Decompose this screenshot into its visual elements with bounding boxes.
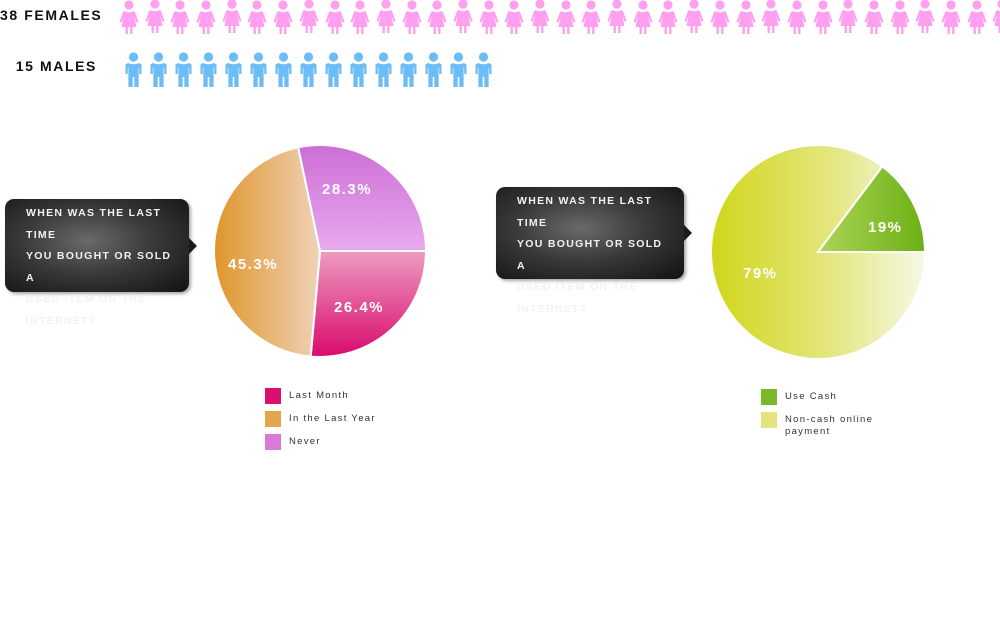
slice-label-last-year: 45.3% bbox=[228, 256, 278, 273]
females-label: 38 FEMALES bbox=[0, 7, 103, 23]
males-label: 15 MALES bbox=[15, 58, 97, 74]
legend-item-never: Never bbox=[265, 434, 376, 450]
male-person-icon bbox=[250, 52, 267, 87]
question-line: WHEN WAS THE LAST TIME bbox=[517, 195, 653, 229]
female-person-icon bbox=[222, 0, 242, 33]
female-person-icon bbox=[941, 0, 961, 34]
male-person-icon bbox=[425, 52, 442, 87]
pie-slices bbox=[711, 144, 927, 360]
question-bubble-1: WHEN WAS THE LAST TIME YOU BOUGHT OR SOL… bbox=[5, 199, 197, 327]
male-person-icon bbox=[325, 52, 342, 87]
female-person-icon bbox=[684, 0, 704, 33]
male-person-icon bbox=[225, 52, 242, 87]
male-person-icon bbox=[300, 52, 317, 87]
female-person-icon bbox=[736, 0, 755, 34]
female-person-icon bbox=[967, 0, 987, 34]
female-person-icon bbox=[504, 0, 524, 34]
female-person-icon bbox=[761, 0, 781, 33]
bubble-tail bbox=[189, 237, 197, 254]
question-line: USED ITEM ON THE bbox=[517, 281, 638, 293]
female-person-icon bbox=[813, 0, 833, 34]
swatch-use-cash bbox=[761, 389, 777, 405]
slice-never bbox=[296, 144, 428, 252]
slice-label-last-month: 26.4% bbox=[334, 299, 384, 316]
pie-slices bbox=[213, 144, 428, 358]
female-person-icon bbox=[196, 0, 216, 34]
male-person-icon bbox=[400, 52, 417, 87]
legend-item-non-cash: Non-cash online payment bbox=[761, 412, 873, 438]
male-person-icon bbox=[350, 52, 367, 87]
male-person-icon bbox=[275, 52, 292, 87]
male-person-icon bbox=[200, 52, 217, 87]
swatch-last-year bbox=[265, 411, 281, 427]
female-person-icon bbox=[325, 0, 344, 34]
pie-chart-payment-method: 19% 79% bbox=[711, 144, 927, 360]
legend-item-use-cash: Use Cash bbox=[761, 389, 873, 405]
slice-last-month bbox=[309, 250, 428, 358]
legend-1: Last Month In the Last Year Never bbox=[265, 388, 376, 457]
female-person-icon bbox=[453, 0, 473, 33]
slice-label-non-cash: 79% bbox=[743, 265, 778, 282]
female-person-icon bbox=[350, 0, 370, 34]
male-person-icon bbox=[450, 52, 467, 87]
female-person-icon bbox=[556, 0, 576, 34]
female-person-icon bbox=[273, 0, 293, 34]
female-person-icon bbox=[992, 0, 1000, 33]
female-person-icon bbox=[710, 0, 730, 34]
female-person-icon bbox=[247, 0, 267, 34]
question-line: WHEN WAS THE LAST TIME bbox=[26, 207, 162, 241]
legend-item-last-year: In the Last Year bbox=[265, 411, 376, 427]
female-person-icon bbox=[915, 0, 935, 33]
male-person-icon bbox=[475, 52, 492, 87]
swatch-never bbox=[265, 434, 281, 450]
female-person-icon bbox=[479, 0, 499, 34]
female-person-icon bbox=[658, 0, 678, 34]
female-person-icon bbox=[607, 0, 627, 33]
slice-use-cash bbox=[815, 165, 927, 253]
pie-chart-last-transaction: 28.3% 45.3% 26.4% bbox=[213, 144, 428, 358]
male-person-icon bbox=[375, 52, 392, 87]
legend-item-last-month: Last Month bbox=[265, 388, 376, 404]
slice-label-use-cash: 19% bbox=[868, 219, 903, 236]
slice-label-never: 28.3% bbox=[322, 181, 372, 198]
female-person-icon bbox=[376, 0, 396, 33]
female-person-icon bbox=[145, 0, 165, 33]
question-bubble-2: WHEN WAS THE LAST TIME YOU BOUGHT OR SOL… bbox=[496, 187, 692, 315]
female-person-icon bbox=[299, 0, 319, 33]
female-person-icon bbox=[581, 0, 601, 34]
question-line: USED ITEM ON THE bbox=[26, 293, 147, 305]
question-line: YOU BOUGHT OR SOLD A bbox=[517, 238, 663, 272]
female-person-icon bbox=[633, 0, 653, 34]
female-person-icon bbox=[170, 0, 190, 34]
swatch-last-month bbox=[265, 388, 281, 404]
male-icon-row bbox=[124, 52, 499, 88]
bubble-tail bbox=[684, 225, 692, 241]
question-line: YOU BOUGHT OR SOLD A bbox=[26, 250, 172, 284]
slice-non-cash bbox=[711, 144, 927, 360]
question-line: INTERNET? bbox=[26, 314, 97, 327]
legend-2: Use Cash Non-cash online payment bbox=[761, 389, 873, 445]
female-person-icon bbox=[427, 0, 447, 34]
swatch-non-cash bbox=[761, 412, 777, 428]
female-person-icon bbox=[838, 0, 858, 33]
female-person-icon bbox=[890, 0, 910, 34]
question-line: INTERNET? bbox=[517, 302, 588, 315]
male-person-icon bbox=[175, 52, 192, 87]
female-person-icon bbox=[787, 0, 807, 34]
female-person-icon bbox=[402, 0, 422, 34]
female-person-icon bbox=[864, 0, 884, 34]
male-person-icon bbox=[125, 52, 142, 87]
slice-last-year bbox=[213, 146, 322, 358]
male-person-icon bbox=[150, 52, 167, 87]
female-person-icon bbox=[530, 0, 550, 33]
female-person-icon bbox=[119, 0, 139, 34]
female-icon-row bbox=[118, 0, 1000, 36]
